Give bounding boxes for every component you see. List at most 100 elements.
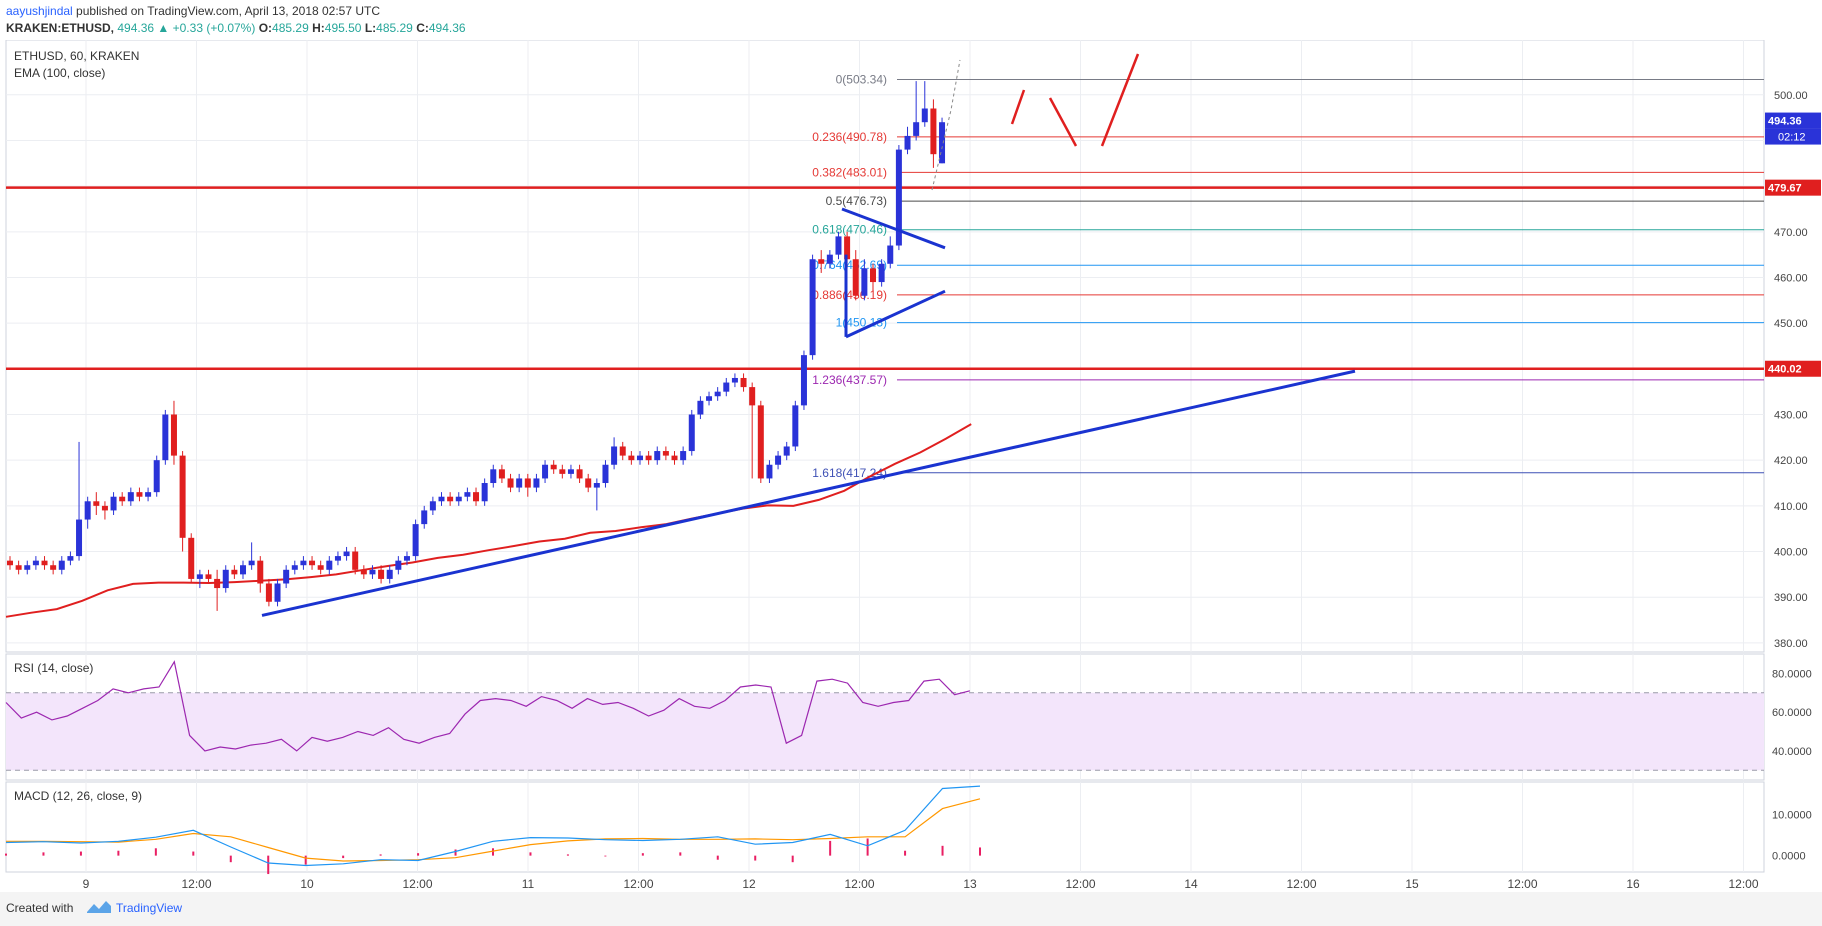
candle bbox=[196, 569, 203, 589]
fib-label: 0.236(490.78) bbox=[812, 130, 887, 144]
macd-histogram-bar bbox=[379, 854, 382, 856]
candle-body bbox=[783, 446, 790, 456]
candle-body bbox=[283, 569, 290, 584]
candle-body bbox=[576, 469, 583, 479]
candle bbox=[507, 473, 514, 493]
tradingview-logo-icon[interactable] bbox=[86, 898, 112, 916]
candle bbox=[50, 560, 57, 575]
candle-body bbox=[662, 451, 669, 456]
x-tick-label: 13 bbox=[963, 877, 977, 891]
x-tick-label: 12:00 bbox=[1728, 877, 1758, 891]
candle-body bbox=[895, 149, 902, 246]
fib-label: 0.886(456.19) bbox=[812, 288, 887, 302]
candle-body bbox=[386, 569, 393, 579]
candle bbox=[214, 569, 221, 611]
candle bbox=[317, 560, 324, 575]
candle bbox=[170, 400, 177, 465]
candle-body bbox=[429, 501, 436, 511]
candle bbox=[334, 551, 341, 566]
y-tick-label: 390.00 bbox=[1774, 592, 1808, 604]
candle-body bbox=[360, 569, 367, 575]
candle-body bbox=[334, 556, 341, 561]
candle bbox=[697, 396, 704, 420]
macd-histogram-bar bbox=[716, 855, 719, 860]
candle-body bbox=[473, 492, 480, 502]
candle bbox=[352, 546, 359, 575]
candle-body bbox=[757, 405, 764, 479]
candle-body bbox=[248, 560, 255, 566]
author-link[interactable]: aayushjindal bbox=[6, 4, 73, 18]
candle bbox=[688, 409, 695, 456]
candle-body bbox=[818, 259, 825, 264]
macd-histogram-bar bbox=[604, 855, 607, 857]
macd-histogram-bar bbox=[979, 847, 981, 856]
candle-body bbox=[749, 387, 756, 406]
candle bbox=[248, 542, 255, 570]
candle bbox=[939, 117, 946, 164]
fib-label: 1.236(437.57) bbox=[812, 373, 887, 387]
candle-body bbox=[870, 268, 876, 283]
candle-body bbox=[67, 556, 74, 561]
candle bbox=[585, 473, 592, 493]
candle bbox=[265, 578, 272, 607]
candle-body bbox=[731, 377, 738, 383]
candle-body bbox=[542, 464, 549, 479]
candle bbox=[930, 99, 937, 168]
candle-body bbox=[309, 560, 316, 566]
candle bbox=[145, 487, 152, 502]
candle bbox=[740, 373, 747, 392]
high-value: 495.50 bbox=[324, 21, 362, 35]
candle bbox=[800, 350, 807, 410]
candle-body bbox=[533, 478, 540, 488]
x-tick-label: 12:00 bbox=[181, 877, 211, 891]
candle bbox=[576, 464, 583, 484]
candle-body bbox=[317, 565, 324, 570]
trading-chart[interactable]: 9 12:00 10 12:00 11 12:00 12 12:00 13 12:00 14 12:0… bbox=[0, 40, 1822, 892]
candle bbox=[662, 446, 669, 461]
tradingview-link[interactable]: TradingView bbox=[116, 901, 183, 915]
candle-body bbox=[904, 135, 911, 150]
candle bbox=[524, 473, 531, 497]
rsi-tick-label: 40.0000 bbox=[1772, 746, 1812, 758]
candle bbox=[636, 451, 643, 465]
x-tick-label: 9 bbox=[83, 877, 90, 891]
candle bbox=[360, 565, 367, 579]
fib-label: 1(450.13) bbox=[836, 316, 887, 330]
candle bbox=[67, 551, 74, 566]
candle-body bbox=[559, 469, 566, 474]
candle-body bbox=[455, 496, 462, 502]
candle-body bbox=[697, 400, 704, 415]
candle-body bbox=[861, 268, 868, 296]
candle bbox=[731, 373, 738, 388]
macd-panel bbox=[5, 781, 1765, 873]
candle bbox=[714, 387, 721, 401]
candle-body bbox=[913, 122, 920, 136]
x-tick-label: 12 bbox=[742, 877, 756, 891]
candle bbox=[757, 400, 764, 484]
macd-tick-label: 10.0000 bbox=[1772, 810, 1812, 822]
candle-body bbox=[852, 259, 859, 296]
x-tick-label: 11 bbox=[522, 877, 535, 891]
x-tick-label: 16 bbox=[1626, 877, 1640, 891]
candle-body bbox=[127, 492, 134, 502]
candle-body bbox=[481, 483, 488, 502]
candle-body bbox=[378, 569, 385, 579]
candle-body bbox=[567, 469, 574, 474]
x-tick-label: 12:00 bbox=[623, 877, 653, 891]
price-panel bbox=[5, 40, 1765, 653]
candle bbox=[870, 263, 876, 292]
candle-body bbox=[300, 560, 307, 566]
candle bbox=[645, 451, 652, 465]
candle bbox=[550, 460, 557, 474]
candle-body bbox=[844, 236, 851, 260]
candle bbox=[671, 451, 678, 465]
candle-body bbox=[326, 560, 333, 570]
candle bbox=[41, 556, 48, 570]
projection-stroke bbox=[1100, 53, 1140, 147]
candle bbox=[809, 254, 816, 360]
candle bbox=[878, 259, 885, 287]
candle-body bbox=[76, 519, 83, 557]
trend-line bbox=[261, 369, 1356, 617]
candle-body bbox=[403, 556, 410, 561]
candle-body bbox=[153, 460, 160, 493]
